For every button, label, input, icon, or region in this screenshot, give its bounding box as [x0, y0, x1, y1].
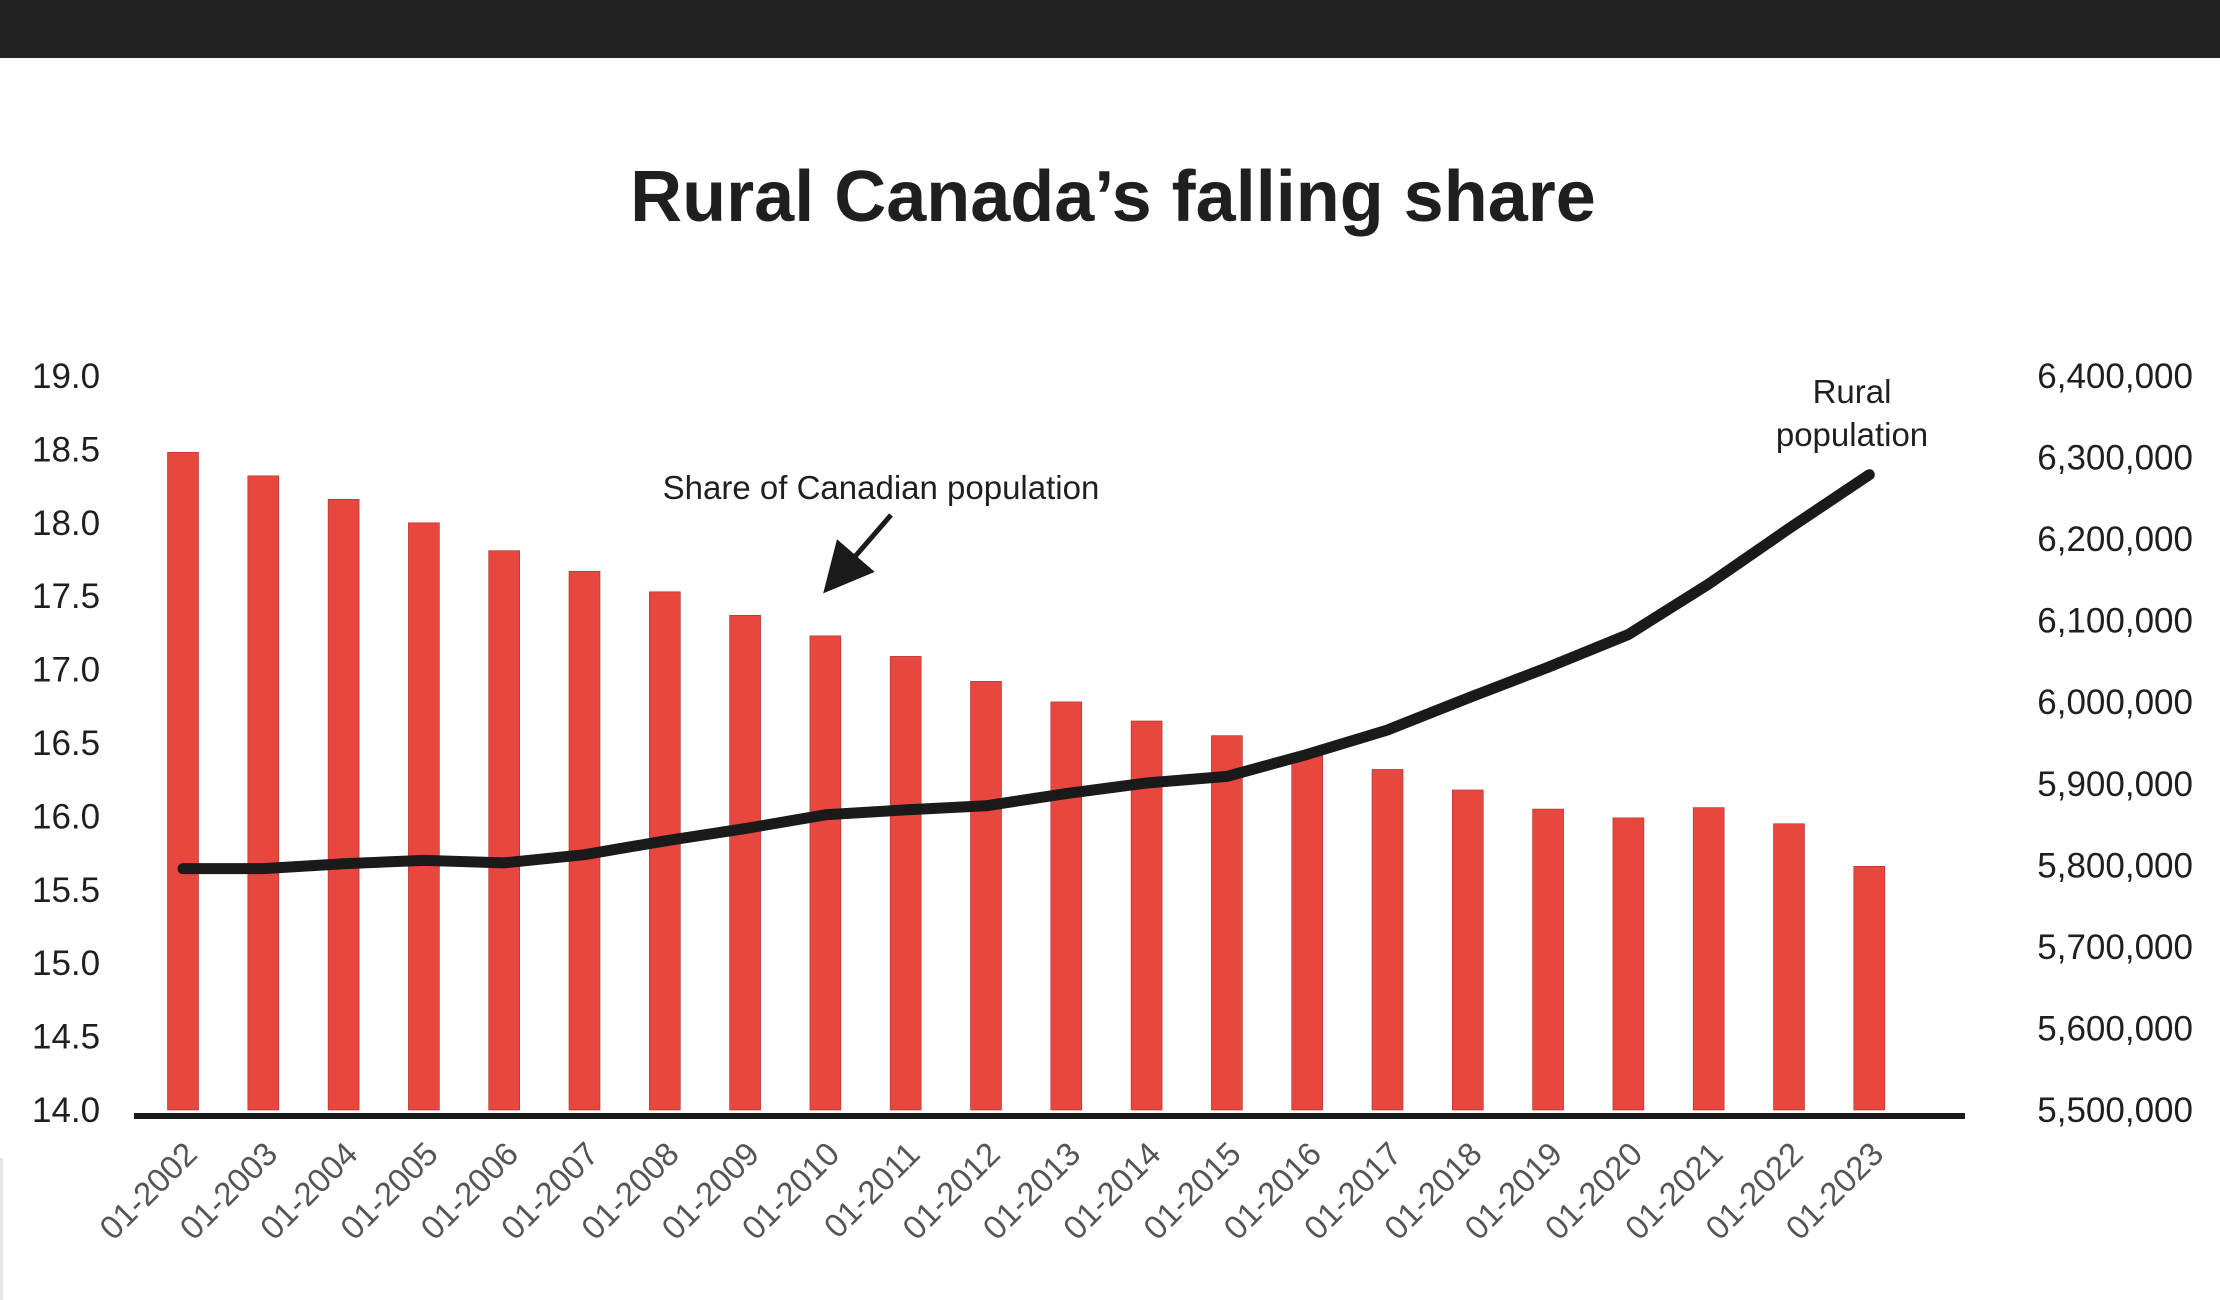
- bar: [1853, 866, 1886, 1111]
- x-axis-labels: 01-200201-200301-200401-200501-200601-20…: [92, 1135, 1890, 1247]
- bar: [809, 635, 842, 1111]
- bar: [1371, 769, 1404, 1111]
- left-axis-tick-label: 14.5: [32, 1018, 100, 1057]
- left-axis-tick-label: 17.5: [32, 577, 100, 616]
- bar: [247, 475, 280, 1111]
- bar: [327, 499, 360, 1111]
- bar: [167, 452, 199, 1111]
- bar: [1211, 735, 1243, 1111]
- share-annotation-arrow: [823, 513, 893, 594]
- right-axis-tick-label: 6,100,000: [2037, 602, 2193, 641]
- bar: [648, 591, 681, 1111]
- right-axis-tick-label: 5,700,000: [2037, 928, 2193, 967]
- left-axis-tick-label: 18.0: [32, 504, 100, 543]
- bar: [1050, 701, 1083, 1111]
- chart-title: Rural Canada’s falling share: [630, 157, 1596, 237]
- bar: [1773, 823, 1805, 1111]
- left-axis: 19.0 18.5 18.0 17.5 17.0 16.5 16.0 15.5 15.0 14.5…: [32, 357, 100, 1130]
- left-axis-tick-label: 15.0: [32, 944, 100, 983]
- left-axis-tick-label: 15.5: [32, 871, 100, 910]
- right-axis: 6,400,000 6,300,000 6,200,000 6,100,000 6,00…: [2037, 357, 2193, 1130]
- bar: [1612, 817, 1645, 1111]
- rural-annotation-line1: Rural: [1813, 373, 1892, 410]
- right-axis-tick-label: 5,800,000: [2037, 846, 2193, 885]
- bar: [488, 550, 521, 1111]
- top-bar: [0, 0, 2220, 58]
- bar: [729, 614, 761, 1111]
- right-axis-tick-label: 6,200,000: [2037, 520, 2193, 559]
- left-axis-tick-label: 18.5: [32, 430, 100, 469]
- bar: [889, 656, 922, 1111]
- bar: [568, 570, 601, 1111]
- left-axis-tick-label: 19.0: [32, 357, 100, 396]
- share-annotation: Share of Canadian population: [663, 469, 1100, 506]
- left-axis-tick-label: 16.0: [32, 797, 100, 836]
- bar: [1532, 808, 1564, 1111]
- bar: [1692, 807, 1725, 1111]
- left-axis-tick-label: 16.5: [32, 724, 100, 763]
- right-axis-tick-label: 6,300,000: [2037, 439, 2193, 478]
- bar-series: [167, 452, 1886, 1111]
- rural-annotation-line2: population: [1776, 416, 1928, 453]
- bar: [1452, 789, 1484, 1111]
- bar: [1291, 754, 1323, 1111]
- right-axis-tick-label: 6,000,000: [2037, 683, 2193, 722]
- bar: [408, 522, 440, 1111]
- bar: [970, 681, 1002, 1111]
- right-axis-tick-label: 5,900,000: [2037, 765, 2193, 804]
- rural-population-line: [177, 469, 1875, 875]
- bottom-strip: [0, 1158, 2220, 1300]
- left-axis-tick-label: 14.0: [32, 1091, 100, 1130]
- left-axis-tick-label: 17.0: [32, 651, 100, 690]
- right-axis-tick-label: 5,500,000: [2037, 1091, 2193, 1130]
- right-axis-tick-label: 6,400,000: [2037, 357, 2193, 396]
- right-axis-tick-label: 5,600,000: [2037, 1009, 2193, 1048]
